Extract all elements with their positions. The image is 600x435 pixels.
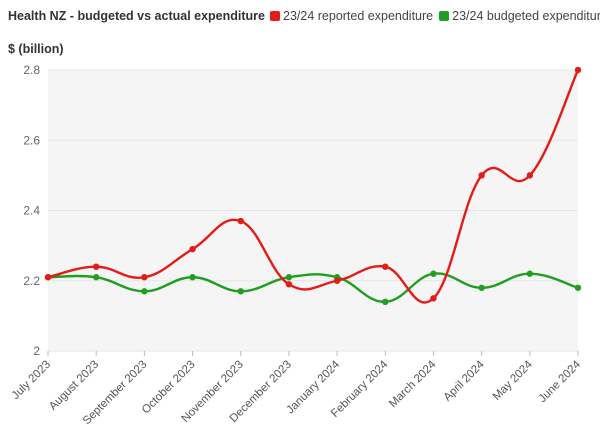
data-point-reported[interactable] [382, 263, 389, 270]
data-point-budgeted[interactable] [189, 274, 196, 281]
series-line-budgeted [46, 272, 580, 304]
data-point-reported[interactable] [574, 66, 582, 74]
series-group [44, 66, 582, 306]
chart-header: Health NZ - budgeted vs actual expenditu… [8, 9, 600, 23]
data-point-reported[interactable] [141, 274, 148, 281]
data-point-reported[interactable] [285, 281, 293, 288]
data-point-reported[interactable] [189, 245, 196, 253]
data-point-budgeted[interactable] [526, 270, 534, 277]
y-tick-label: 2.4 [23, 204, 40, 218]
data-point-reported[interactable] [526, 172, 534, 179]
chart-title: Health NZ - budgeted vs actual expenditu… [8, 9, 265, 23]
y-tick-label: 2 [33, 344, 40, 358]
data-point-reported[interactable] [44, 274, 52, 281]
data-point-budgeted[interactable] [574, 284, 582, 291]
x-tick-label: April 2024 [442, 358, 488, 404]
legend-swatch-budgeted [439, 11, 450, 21]
data-point-budgeted[interactable] [478, 284, 485, 291]
data-point-reported[interactable] [237, 217, 244, 225]
legend-item-reported[interactable]: 23/24 reported expenditure [270, 9, 433, 23]
gridlines [48, 69, 578, 352]
data-point-budgeted[interactable] [430, 270, 437, 277]
data-point-reported[interactable] [430, 295, 437, 302]
x-tick-label: March 2024 [387, 358, 439, 410]
y-tick-label: 2.8 [23, 63, 40, 77]
y-axis-unit-label: $ (billion) [8, 42, 64, 56]
y-tick-label: 2.6 [23, 133, 40, 147]
data-point-reported[interactable] [478, 172, 485, 179]
x-tick-label: August 2023 [47, 359, 101, 413]
x-tick-label: June 2024 [537, 358, 584, 405]
data-point-budgeted[interactable] [92, 274, 100, 281]
x-tick-label: May 2024 [491, 358, 536, 403]
data-point-budgeted[interactable] [141, 288, 148, 295]
legend-label-reported: 23/24 reported expenditure [283, 9, 434, 23]
data-point-budgeted[interactable] [382, 298, 389, 306]
data-point-budgeted[interactable] [237, 288, 244, 295]
legend-label-budgeted: 23/24 budgeted expenditure [452, 9, 600, 23]
legend-swatch-reported [270, 11, 280, 21]
x-tick-label: July 2023 [10, 359, 53, 402]
y-axis-ticks: 2 2.2 2.4 2.6 2.8 [23, 63, 40, 358]
data-point-reported[interactable] [92, 263, 100, 270]
data-point-budgeted[interactable] [285, 274, 293, 281]
y-tick-label: 2.2 [23, 274, 40, 288]
legend-item-budgeted[interactable]: 23/24 budgeted expenditure [439, 9, 600, 23]
data-point-reported[interactable] [333, 277, 341, 284]
